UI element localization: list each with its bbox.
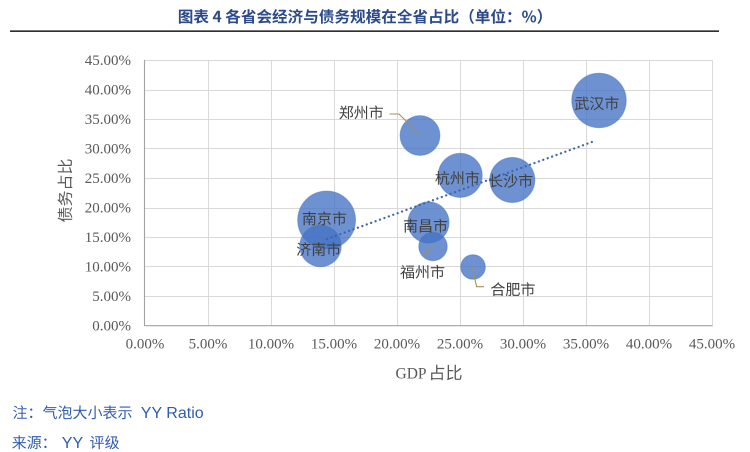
svg-text:20.00%: 20.00% bbox=[374, 337, 420, 353]
svg-text:0.00%: 0.00% bbox=[92, 319, 131, 335]
svg-text:25.00%: 25.00% bbox=[437, 337, 483, 353]
svg-text:5.00%: 5.00% bbox=[92, 289, 131, 305]
svg-text:GDP: GDP bbox=[396, 366, 427, 383]
svg-text:20.00%: 20.00% bbox=[85, 201, 131, 217]
svg-text:35.00%: 35.00% bbox=[563, 337, 609, 353]
svg-text:10.00%: 10.00% bbox=[85, 260, 131, 276]
svg-text:30.00%: 30.00% bbox=[85, 142, 131, 158]
svg-text:10.00%: 10.00% bbox=[248, 337, 294, 353]
svg-text:15.00%: 15.00% bbox=[311, 337, 357, 353]
svg-text:45.00%: 45.00% bbox=[689, 337, 735, 353]
svg-text:5.00%: 5.00% bbox=[189, 337, 228, 353]
svg-text:35.00%: 35.00% bbox=[85, 112, 131, 128]
svg-text:0.00%: 0.00% bbox=[126, 337, 165, 353]
svg-text:45.00%: 45.00% bbox=[85, 53, 131, 69]
svg-text:25.00%: 25.00% bbox=[85, 171, 131, 187]
svg-text:YY Ratio: YY Ratio bbox=[141, 405, 204, 422]
svg-text:15.00%: 15.00% bbox=[85, 230, 131, 246]
svg-text:40.00%: 40.00% bbox=[626, 337, 672, 353]
svg-text:40.00%: 40.00% bbox=[85, 83, 131, 99]
svg-text:30.00%: 30.00% bbox=[500, 337, 546, 353]
svg-text:YY: YY bbox=[62, 435, 84, 452]
